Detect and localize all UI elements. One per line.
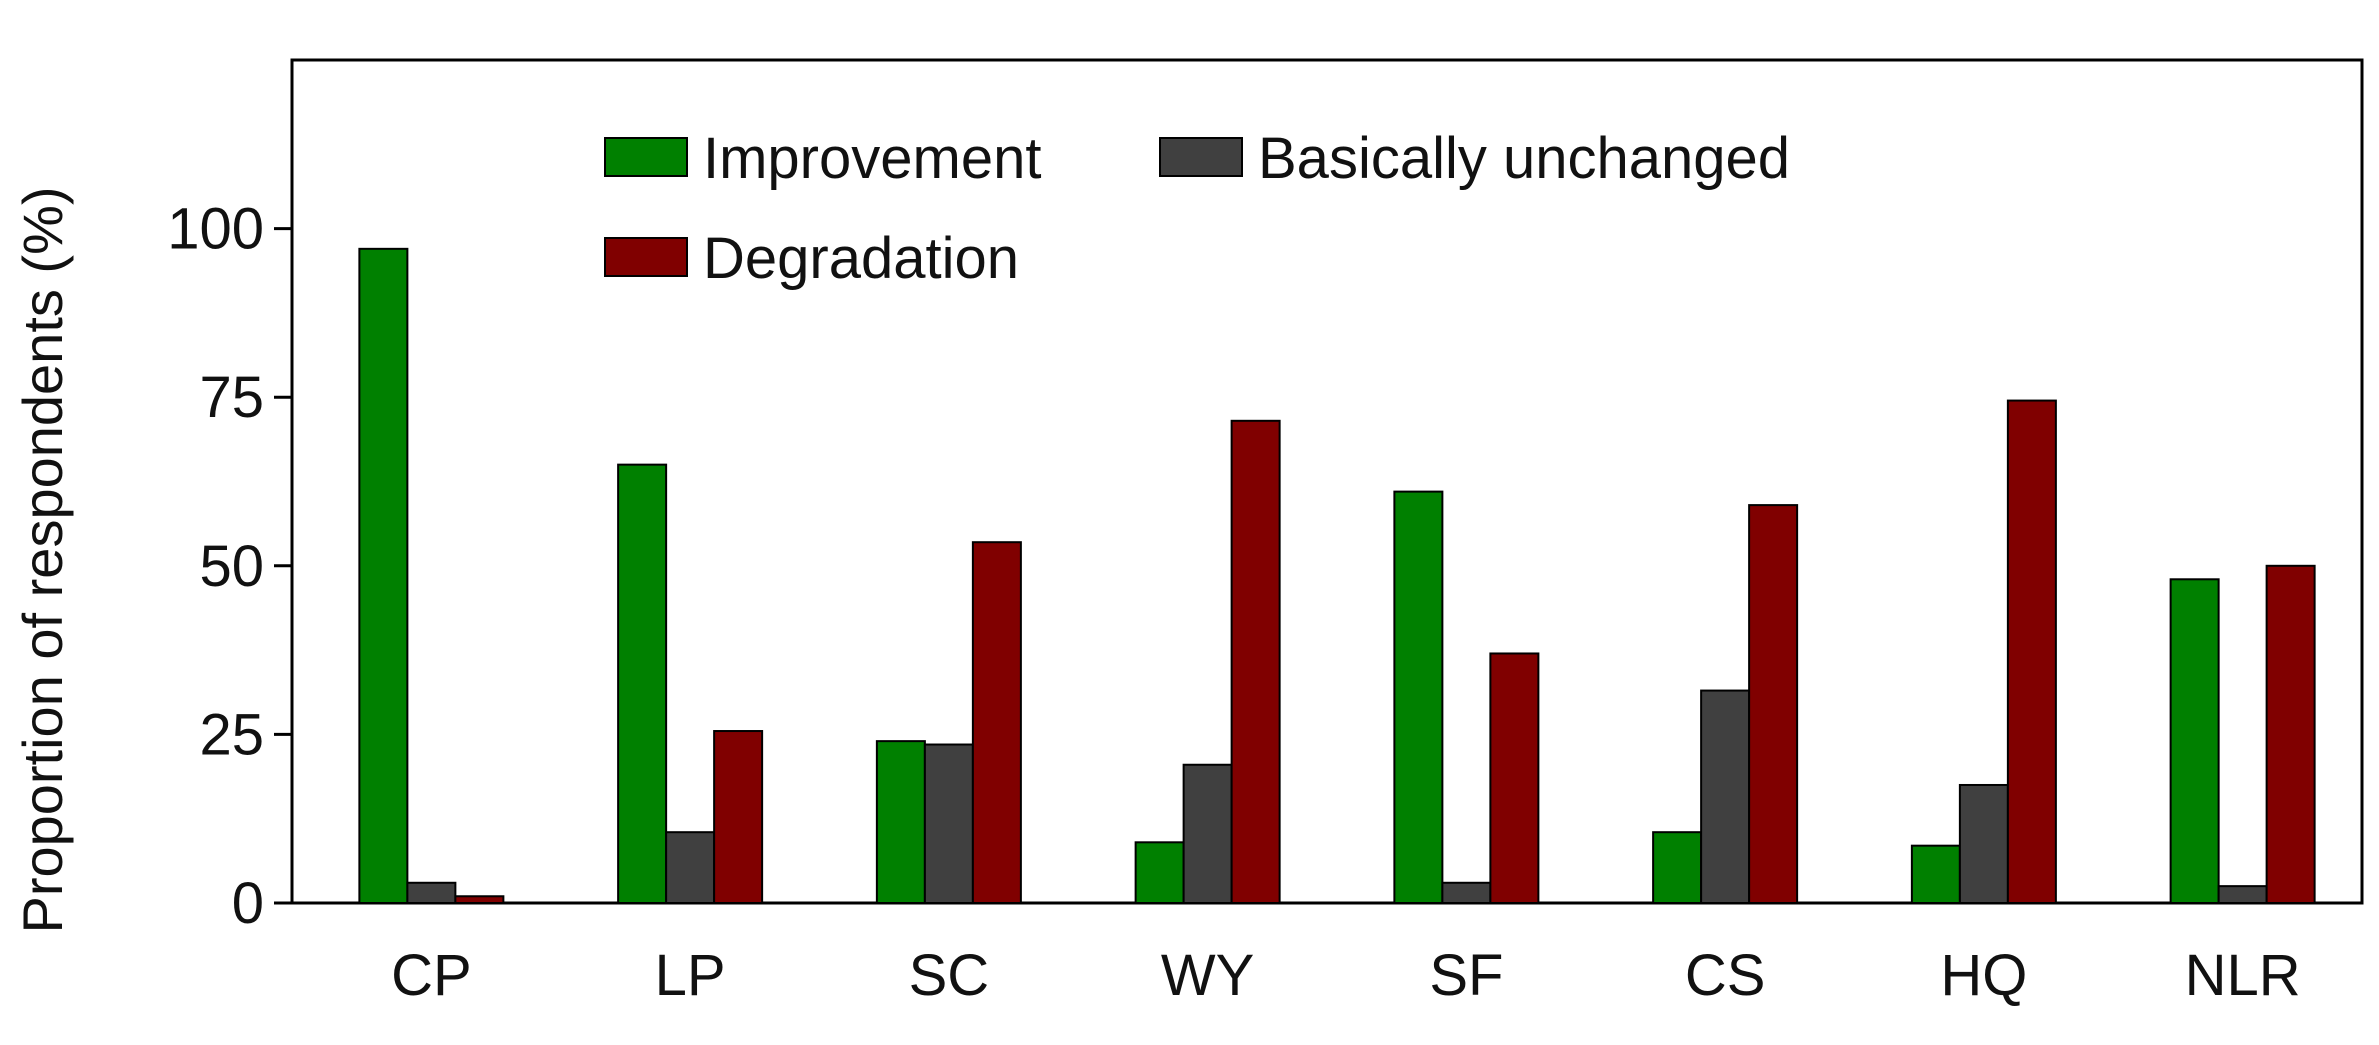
x-tick-label: CS [1685, 943, 1766, 1008]
bar-basically-unchanged-sf [1441, 881, 1492, 905]
bar-degradation-sc [971, 541, 1022, 904]
bar-improvement-cp [358, 247, 409, 905]
bar-degradation-sf [1489, 652, 1540, 904]
bar-improvement-wy [1134, 841, 1185, 905]
legend-swatch-degradation [604, 237, 688, 277]
bar-degradation-nlr [2265, 564, 2316, 904]
bar-improvement-sf [1393, 490, 1444, 904]
y-tick-label: 50 [199, 534, 264, 599]
bar-basically-unchanged-hq [1958, 783, 2009, 904]
legend-swatch-basically-unchanged [1159, 137, 1243, 177]
x-tick-label: SC [909, 943, 990, 1008]
bar-degradation-wy [1230, 419, 1281, 904]
bar-basically-unchanged-wy [1182, 763, 1233, 904]
plot-frame [290, 58, 2364, 905]
bar-basically-unchanged-cp [406, 881, 457, 905]
bar-basically-unchanged-sc [923, 743, 974, 904]
bar-improvement-hq [1910, 844, 1961, 905]
y-axis-title: Proportion of respondents (%) [11, 186, 74, 933]
x-tick-label: HQ [1940, 943, 2027, 1008]
bar-improvement-cs [1652, 831, 1703, 904]
y-tick-label: 75 [199, 365, 264, 430]
legend-label: Degradation [703, 226, 1019, 291]
y-axis: 0 25 50 75 100 [167, 197, 292, 936]
x-tick-label: SF [1429, 943, 1503, 1008]
bars [358, 247, 2316, 905]
bar-improvement-lp [617, 463, 668, 904]
bar-improvement-nlr [2169, 578, 2220, 905]
bar-basically-unchanged-cs [1700, 689, 1751, 905]
bar-degradation-hq [2006, 399, 2057, 904]
bar-basically-unchanged-lp [665, 831, 716, 904]
x-tick-label: CP [391, 943, 472, 1008]
bar-basically-unchanged-nlr [2217, 885, 2268, 905]
bar-degradation-lp [713, 730, 764, 905]
y-tick-label: 100 [167, 197, 264, 262]
legend-swatch-improvement [604, 137, 688, 177]
x-axis: CP LP SC WY SF CS HQ NLR [391, 943, 2301, 1008]
y-tick-label: 0 [232, 871, 264, 936]
x-tick-label: NLR [2185, 943, 2301, 1008]
legend: Improvement Basically unchanged Degradatio… [604, 126, 1790, 291]
y-tick-label: 25 [199, 702, 264, 767]
legend-label: Basically unchanged [1258, 126, 1790, 191]
x-tick-label: LP [655, 943, 726, 1008]
bar-improvement-sc [875, 740, 926, 904]
bar-degradation-cs [1748, 504, 1799, 904]
legend-label: Improvement [703, 126, 1041, 191]
x-tick-label: WY [1161, 943, 1254, 1008]
bar-degradation-cp [454, 895, 505, 904]
